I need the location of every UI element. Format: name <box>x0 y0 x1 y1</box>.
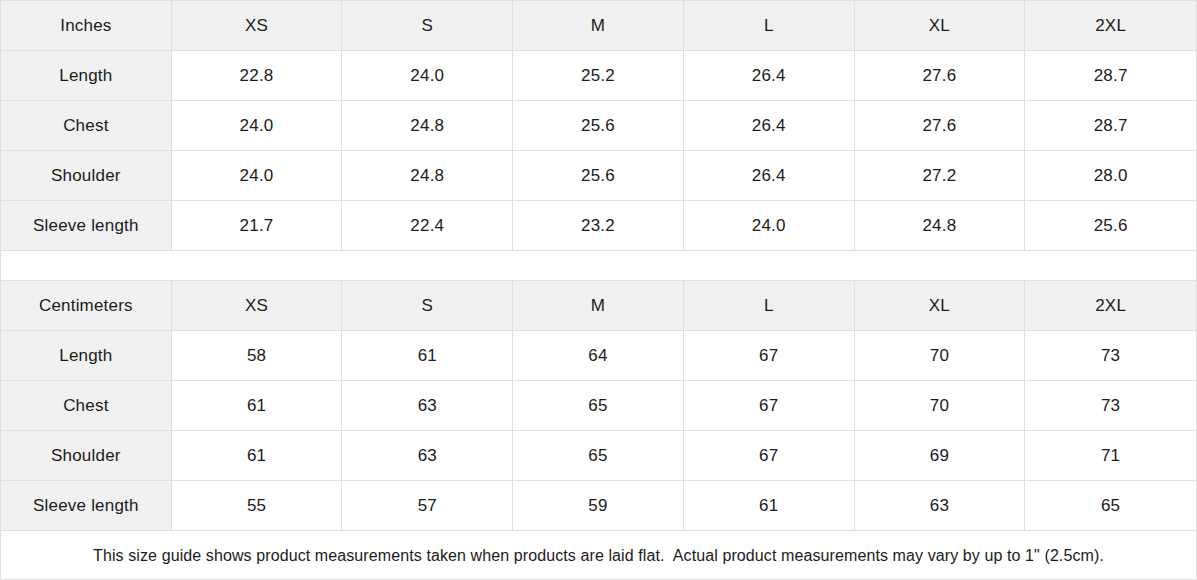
value-cell: 73 <box>1025 331 1196 381</box>
row-label-cell: Length <box>1 51 172 101</box>
value-cell: 57 <box>342 481 513 531</box>
value-cell: 22.4 <box>342 201 513 251</box>
value-cell: 24.8 <box>342 101 513 151</box>
value-cell: 61 <box>684 481 855 531</box>
row-label-cell: Sleeve length <box>1 481 172 531</box>
row-label-cell: Shoulder <box>1 151 172 201</box>
value-cell: 22.8 <box>172 51 343 101</box>
size-header-cell: S <box>342 1 513 51</box>
value-cell: 71 <box>1025 431 1196 481</box>
value-cell: 28.7 <box>1025 51 1196 101</box>
value-cell: 27.6 <box>855 51 1026 101</box>
value-cell: 28.7 <box>1025 101 1196 151</box>
value-cell: 61 <box>172 381 343 431</box>
value-cell: 28.0 <box>1025 151 1196 201</box>
value-cell: 73 <box>1025 381 1196 431</box>
value-cell: 24.0 <box>342 51 513 101</box>
value-cell: 26.4 <box>684 151 855 201</box>
size-header-cell: XL <box>855 281 1026 331</box>
size-header-cell: M <box>513 281 684 331</box>
value-cell: 59 <box>513 481 684 531</box>
value-cell: 55 <box>172 481 343 531</box>
value-cell: 26.4 <box>684 51 855 101</box>
value-cell: 24.8 <box>855 201 1026 251</box>
value-cell: 63 <box>855 481 1026 531</box>
value-cell: 24.0 <box>172 151 343 201</box>
value-cell: 25.6 <box>1025 201 1196 251</box>
size-tables: InchesXSSMLXL2XLLength22.824.025.226.427… <box>1 1 1196 531</box>
unit-header-cell: Inches <box>1 1 172 51</box>
value-cell: 70 <box>855 381 1026 431</box>
value-cell: 65 <box>513 431 684 481</box>
spacer-row <box>1 251 1196 281</box>
value-cell: 58 <box>172 331 343 381</box>
row-label-cell: Shoulder <box>1 431 172 481</box>
footer-note: This size guide shows product measuremen… <box>1 531 1196 580</box>
value-cell: 61 <box>172 431 343 481</box>
value-cell: 24.8 <box>342 151 513 201</box>
value-cell: 67 <box>684 431 855 481</box>
size-header-cell: XL <box>855 1 1026 51</box>
size-table-inches: InchesXSSMLXL2XLLength22.824.025.226.427… <box>1 1 1196 251</box>
size-guide: InchesXSSMLXL2XLLength22.824.025.226.427… <box>0 0 1197 580</box>
size-header-cell: L <box>684 281 855 331</box>
value-cell: 69 <box>855 431 1026 481</box>
value-cell: 65 <box>513 381 684 431</box>
row-label-cell: Length <box>1 331 172 381</box>
size-header-cell: L <box>684 1 855 51</box>
size-table-centimeters: CentimetersXSSMLXL2XLLength586164677073C… <box>1 281 1196 531</box>
value-cell: 24.0 <box>684 201 855 251</box>
size-header-cell: S <box>342 281 513 331</box>
value-cell: 26.4 <box>684 101 855 151</box>
value-cell: 63 <box>342 431 513 481</box>
unit-header-cell: Centimeters <box>1 281 172 331</box>
size-header-cell: M <box>513 1 684 51</box>
value-cell: 23.2 <box>513 201 684 251</box>
row-label-cell: Chest <box>1 101 172 151</box>
row-label-cell: Sleeve length <box>1 201 172 251</box>
value-cell: 67 <box>684 381 855 431</box>
size-header-cell: XS <box>172 1 343 51</box>
size-header-cell: 2XL <box>1025 1 1196 51</box>
value-cell: 24.0 <box>172 101 343 151</box>
row-label-cell: Chest <box>1 381 172 431</box>
value-cell: 70 <box>855 331 1026 381</box>
value-cell: 27.6 <box>855 101 1026 151</box>
size-header-cell: XS <box>172 281 343 331</box>
value-cell: 61 <box>342 331 513 381</box>
value-cell: 25.2 <box>513 51 684 101</box>
size-header-cell: 2XL <box>1025 281 1196 331</box>
value-cell: 65 <box>1025 481 1196 531</box>
value-cell: 27.2 <box>855 151 1026 201</box>
value-cell: 25.6 <box>513 151 684 201</box>
value-cell: 67 <box>684 331 855 381</box>
value-cell: 64 <box>513 331 684 381</box>
value-cell: 25.6 <box>513 101 684 151</box>
value-cell: 63 <box>342 381 513 431</box>
value-cell: 21.7 <box>172 201 343 251</box>
